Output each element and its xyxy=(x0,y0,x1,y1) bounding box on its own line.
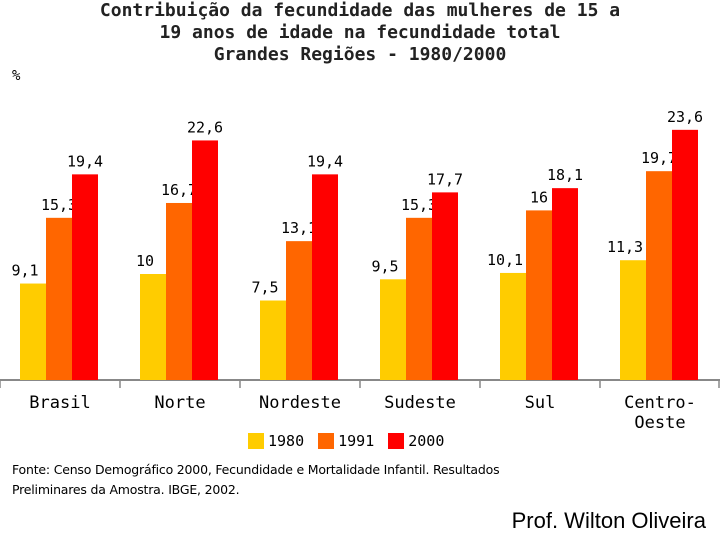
data-label-1991-brasil: 15,3 xyxy=(41,196,77,214)
legend-swatch-1980 xyxy=(248,433,264,449)
y-unit-label: % xyxy=(12,68,21,84)
legend: 1980 1991 2000 xyxy=(248,432,444,450)
legend-label-1991: 1991 xyxy=(338,432,375,450)
bar-1991-norte xyxy=(166,202,192,380)
data-label-2000-norte: 22,6 xyxy=(187,118,223,136)
legend-item-1991: 1991 xyxy=(318,432,374,450)
author-credit: Prof. Wilton Oliveira xyxy=(511,508,706,533)
category-label-centro-oeste: Oeste xyxy=(634,413,685,433)
bar-1980-centro-oeste xyxy=(620,260,646,380)
source-note: Fonte: Censo Demográfico 2000, Fecundida… xyxy=(12,460,652,500)
data-label-1991-sudeste: 15,3 xyxy=(401,196,437,214)
bar-1991-nordeste xyxy=(286,241,312,380)
bar-1980-nordeste xyxy=(260,300,286,380)
bar-chart: 9,1 15,3 19,4 Brasil 10 16,7 22,6 Norte 7,5 13,1 1… xyxy=(0,108,720,433)
bar-2000-nordeste xyxy=(312,174,338,380)
legend-swatch-1991 xyxy=(318,433,335,449)
data-label-1980-sul: 10,1 xyxy=(487,251,523,269)
bar-2000-sul xyxy=(552,188,578,380)
bar-1991-sul xyxy=(526,210,552,380)
data-label-2000-centro-oeste: 23,6 xyxy=(667,108,703,126)
bar-1980-norte xyxy=(140,274,166,380)
data-label-1991-norte: 16,7 xyxy=(161,181,197,199)
bar-2000-sudeste xyxy=(432,192,458,380)
bar-2000-norte xyxy=(192,140,218,380)
chart-title-line-3: Grandes Regiões - 1980/2000 xyxy=(213,44,507,65)
bar-1991-brasil xyxy=(46,217,72,380)
data-label-1980-sudeste: 9,5 xyxy=(371,257,398,275)
legend-swatch-2000 xyxy=(388,433,405,449)
data-label-1980-norte: 10 xyxy=(136,252,154,270)
data-label-1991-centro-oeste: 19,7 xyxy=(641,149,677,167)
bar-1980-sul xyxy=(500,272,526,380)
data-label-1991-nordeste: 13,1 xyxy=(281,219,317,237)
category-label-nordeste: Nordeste xyxy=(259,393,341,413)
data-label-2000-sul: 18,1 xyxy=(547,166,583,184)
category-label-sul: Sul xyxy=(525,393,556,413)
legend-label-2000: 2000 xyxy=(408,432,445,450)
bar-2000-brasil xyxy=(72,174,98,380)
data-label-2000-nordeste: 19,4 xyxy=(307,152,343,170)
data-label-1980-nordeste: 7,5 xyxy=(251,279,278,297)
source-line-1: Fonte: Censo Demográfico 2000, Fecundida… xyxy=(12,462,500,477)
category-label-centro-oeste: Centro- xyxy=(624,393,696,413)
chart-title: Contribuição da fecundidade das mulheres… xyxy=(0,0,720,66)
chart-title-line-1: Contribuição da fecundidade das mulheres… xyxy=(99,0,621,21)
legend-item-2000: 2000 xyxy=(388,432,444,450)
data-label-1980-brasil: 9,1 xyxy=(11,262,38,280)
bar-1991-centro-oeste xyxy=(646,171,672,380)
bar-1991-sudeste xyxy=(406,217,432,380)
chart-title-line-2: 19 anos de idade na fecundidade total xyxy=(159,22,561,43)
bar-1980-brasil xyxy=(20,283,46,380)
category-label-sudeste: Sudeste xyxy=(384,393,456,413)
bar-1980-sudeste xyxy=(380,279,406,380)
data-label-2000-sudeste: 17,7 xyxy=(427,170,463,188)
source-line-2: Preliminares da Amostra. IBGE, 2002. xyxy=(12,482,240,497)
data-label-1980-centro-oeste: 11,3 xyxy=(607,238,643,256)
legend-item-1980: 1980 xyxy=(248,432,304,450)
category-label-norte: Norte xyxy=(154,393,205,413)
data-label-2000-brasil: 19,4 xyxy=(67,152,103,170)
data-label-1991-sul: 16 xyxy=(530,188,548,206)
category-label-brasil: Brasil xyxy=(29,393,90,413)
legend-label-1980: 1980 xyxy=(268,432,305,450)
bar-2000-centro-oeste xyxy=(672,129,698,380)
